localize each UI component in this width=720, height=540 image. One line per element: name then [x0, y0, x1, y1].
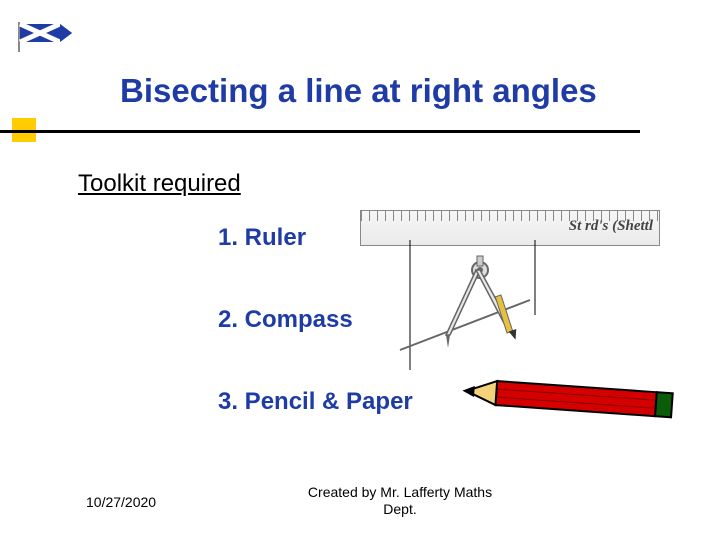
list-item-ruler: 1. Ruler — [218, 224, 306, 252]
list-item-compass: 2. Compass — [218, 306, 353, 334]
page-title: Bisecting a line at right angles — [120, 72, 597, 110]
pencil-graphic — [452, 376, 682, 429]
list-item-pencil-paper: 3. Pencil & Paper — [218, 388, 413, 416]
compass-graphic — [390, 240, 540, 375]
flag-icon — [18, 22, 74, 57]
footer-date: 10/27/2020 — [86, 494, 156, 510]
footer-credit: Created by Mr. Lafferty Maths Dept. — [300, 484, 500, 518]
title-underline — [0, 130, 640, 133]
section-subtitle: Toolkit required — [78, 170, 241, 198]
